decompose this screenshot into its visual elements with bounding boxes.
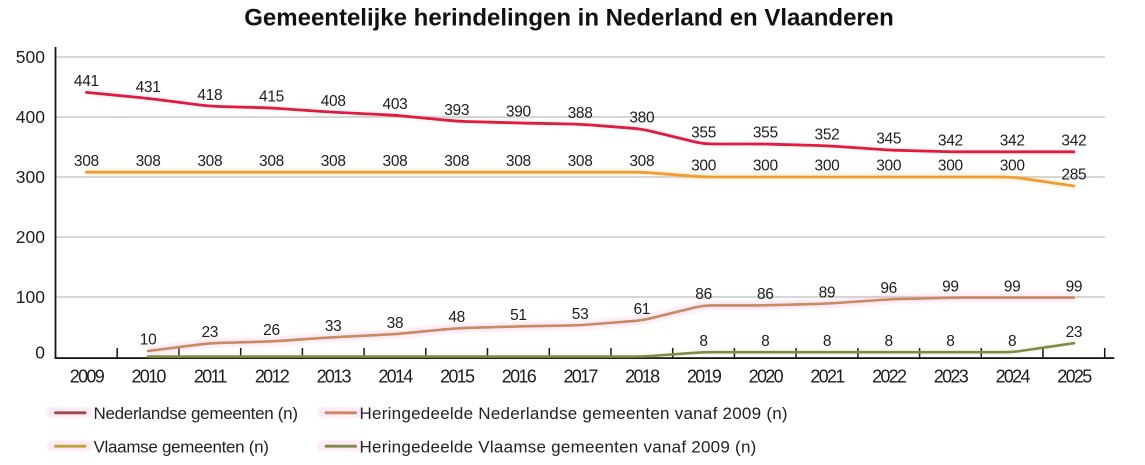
svg-text:342: 342 (1061, 133, 1086, 150)
svg-text:308: 308 (383, 153, 408, 170)
svg-text:99: 99 (942, 278, 959, 295)
svg-text:431: 431 (136, 79, 161, 96)
svg-text:Gemeentelijke herindelingen in: Gemeentelijke herindelingen in Nederland… (244, 5, 894, 32)
svg-text:Nederlandse gemeenten (n): Nederlandse gemeenten (n) (94, 404, 298, 423)
svg-text:308: 308 (136, 153, 161, 170)
svg-text:86: 86 (757, 286, 774, 303)
svg-text:300: 300 (691, 158, 717, 175)
svg-text:308: 308 (197, 153, 222, 170)
svg-text:2014: 2014 (378, 367, 413, 387)
svg-text:26: 26 (263, 322, 280, 339)
svg-text:403: 403 (383, 96, 408, 113)
svg-text:355: 355 (691, 125, 716, 142)
svg-text:308: 308 (259, 153, 284, 170)
svg-text:2021: 2021 (810, 367, 845, 387)
svg-text:2022: 2022 (872, 367, 907, 387)
svg-text:308: 308 (321, 153, 346, 170)
svg-text:53: 53 (572, 306, 589, 323)
svg-text:8: 8 (885, 333, 893, 350)
svg-text:8: 8 (946, 333, 954, 350)
svg-text:2018: 2018 (625, 367, 660, 387)
svg-text:441: 441 (74, 73, 99, 90)
svg-text:352: 352 (815, 127, 840, 144)
svg-text:342: 342 (938, 133, 963, 150)
svg-text:308: 308 (74, 153, 99, 170)
svg-text:300: 300 (938, 158, 964, 175)
svg-text:308: 308 (444, 153, 469, 170)
svg-text:300: 300 (876, 158, 902, 175)
svg-text:342: 342 (1000, 133, 1025, 150)
svg-text:10: 10 (140, 332, 157, 349)
svg-text:Heringedeelde Vlaamse gemeente: Heringedeelde Vlaamse gemeenten vanaf 20… (360, 437, 757, 456)
svg-text:89: 89 (819, 284, 836, 301)
svg-text:100: 100 (16, 287, 45, 307)
svg-text:99: 99 (1066, 278, 1083, 295)
svg-text:2019: 2019 (687, 367, 722, 387)
svg-text:2020: 2020 (749, 367, 784, 387)
svg-text:415: 415 (259, 89, 284, 106)
svg-text:2025: 2025 (1057, 367, 1092, 387)
svg-text:86: 86 (695, 286, 712, 303)
svg-text:388: 388 (568, 105, 593, 122)
svg-text:8: 8 (823, 333, 831, 350)
svg-text:8: 8 (1008, 333, 1016, 350)
svg-text:300: 300 (753, 158, 779, 175)
svg-text:200: 200 (16, 227, 45, 247)
svg-text:51: 51 (510, 307, 527, 324)
svg-text:408: 408 (321, 93, 346, 110)
svg-text:2011: 2011 (194, 367, 228, 387)
svg-text:Heringedeelde Nederlandse geme: Heringedeelde Nederlandse gemeenten vana… (360, 404, 788, 423)
svg-text:8: 8 (761, 333, 769, 350)
svg-text:390: 390 (506, 104, 532, 121)
svg-text:8: 8 (699, 333, 707, 350)
svg-text:300: 300 (1000, 158, 1026, 175)
svg-text:2012: 2012 (255, 367, 290, 387)
svg-text:23: 23 (201, 324, 218, 341)
svg-text:345: 345 (876, 131, 901, 148)
svg-text:2016: 2016 (502, 367, 537, 387)
svg-text:96: 96 (880, 280, 897, 297)
svg-text:2015: 2015 (440, 367, 475, 387)
svg-text:2023: 2023 (934, 367, 969, 387)
svg-text:33: 33 (325, 318, 342, 335)
svg-text:418: 418 (197, 87, 222, 104)
svg-text:308: 308 (568, 153, 593, 170)
svg-text:99: 99 (1004, 278, 1021, 295)
svg-text:300: 300 (815, 158, 841, 175)
svg-text:2024: 2024 (996, 367, 1031, 387)
svg-text:380: 380 (629, 110, 655, 127)
svg-text:285: 285 (1061, 167, 1086, 184)
svg-text:61: 61 (633, 301, 650, 318)
svg-text:23: 23 (1066, 324, 1083, 341)
svg-text:Vlaamse gemeenten (n): Vlaamse gemeenten (n) (94, 437, 269, 456)
svg-text:393: 393 (444, 102, 469, 119)
svg-text:2009: 2009 (70, 367, 105, 387)
svg-text:355: 355 (753, 125, 778, 142)
svg-text:300: 300 (16, 167, 45, 187)
svg-text:500: 500 (16, 47, 45, 67)
svg-text:0: 0 (35, 343, 45, 363)
svg-text:2013: 2013 (317, 367, 352, 387)
svg-text:48: 48 (448, 309, 465, 326)
svg-text:2017: 2017 (563, 367, 598, 387)
svg-text:308: 308 (629, 153, 654, 170)
svg-text:400: 400 (16, 107, 45, 127)
svg-text:38: 38 (387, 315, 404, 332)
svg-text:2010: 2010 (131, 367, 166, 387)
svg-text:308: 308 (506, 153, 531, 170)
